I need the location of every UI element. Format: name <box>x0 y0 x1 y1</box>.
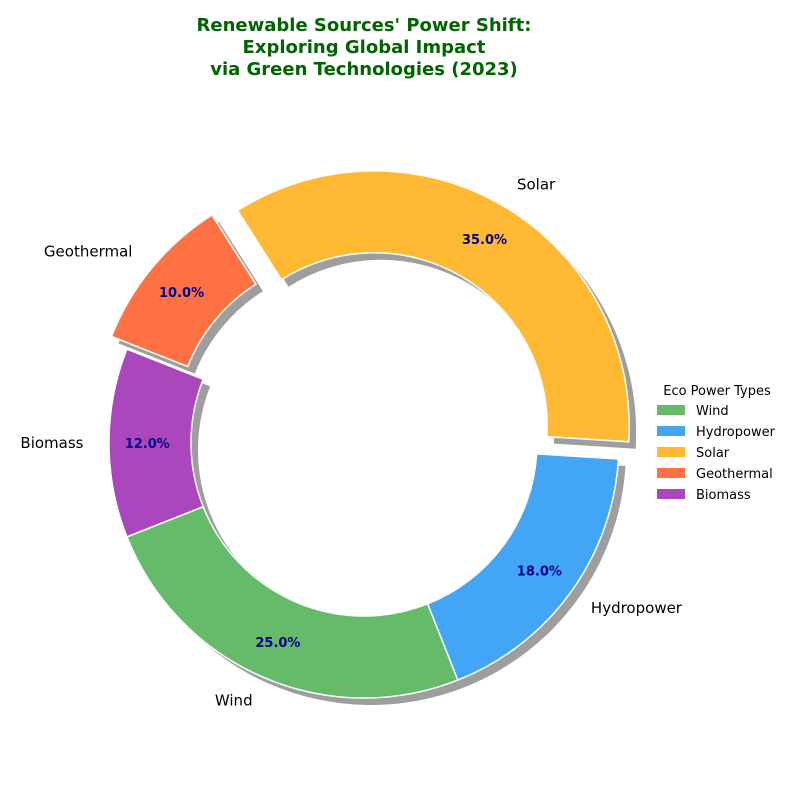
legend-swatch-hydropower <box>657 426 685 436</box>
legend-label-wind: Wind <box>696 404 729 419</box>
legend-label-hydropower: Hydropower <box>696 425 776 440</box>
hydropower-percent-label: 18.0% <box>517 564 562 579</box>
title-line-3: via Green Technologies (2023) <box>210 59 518 80</box>
legend-label-solar: Solar <box>696 446 730 461</box>
chart-title: Renewable Sources' Power Shift: Explorin… <box>197 15 532 80</box>
slice-labels: 25.0% Wind 18.0% Hydropower 35.0% Solar 10.0% G… <box>20 175 682 709</box>
solar-category-label: Solar <box>517 175 556 193</box>
solar-percent-label: 35.0% <box>462 233 507 248</box>
geothermal-percent-label: 10.0% <box>159 286 204 301</box>
donut-slices <box>108 170 630 699</box>
biomass-slice <box>108 348 205 538</box>
biomass-category-label: Biomass <box>20 434 83 452</box>
legend-swatch-wind <box>657 405 685 415</box>
legend-swatch-solar <box>657 447 685 457</box>
legend-swatch-biomass <box>657 489 685 499</box>
wind-percent-label: 25.0% <box>255 636 300 651</box>
legend-label-geothermal: Geothermal <box>696 467 773 482</box>
geothermal-slice <box>110 213 257 368</box>
legend-swatch-geothermal <box>657 468 685 478</box>
legend-label-biomass: Biomass <box>696 488 751 503</box>
hydropower-slice <box>426 453 620 682</box>
title-line-2: Exploring Global Impact <box>243 37 486 58</box>
hydropower-category-label: Hydropower <box>591 599 683 617</box>
solar-slice <box>236 170 630 443</box>
wind-slice <box>125 505 459 699</box>
biomass-percent-label: 12.0% <box>125 437 170 452</box>
geothermal-category-label: Geothermal <box>44 242 133 260</box>
wind-category-label: Wind <box>215 691 253 709</box>
legend: Eco Power Types Wind Hydropower Solar Geoth… <box>657 384 776 503</box>
legend-title: Eco Power Types <box>663 384 771 399</box>
title-line-1: Renewable Sources' Power Shift: <box>197 15 532 36</box>
